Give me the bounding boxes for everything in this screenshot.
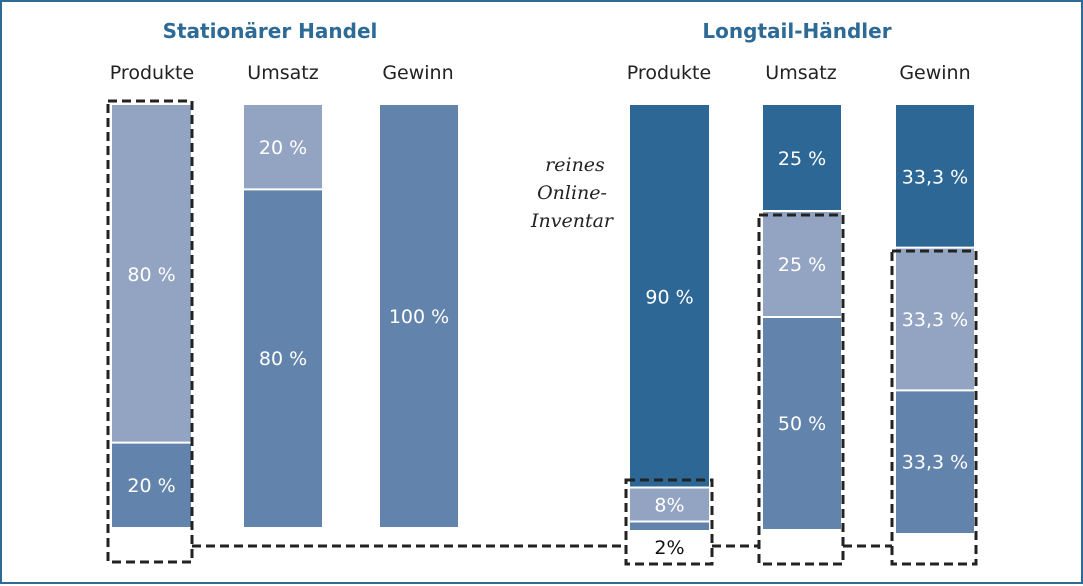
segment-label-longtail-products-2: 8% [654, 495, 684, 517]
bar-segment-longtail-revenue-3 [763, 105, 841, 211]
group-title-longtail: Longtail-Händler [702, 19, 891, 43]
segment-label-longtail-products-3: 90 % [645, 286, 693, 308]
segment-label-stationary-revenue-1: 80 % [259, 348, 307, 370]
bar-segment-stationary-products-2 [112, 105, 191, 443]
bar-segment-stationary-revenue-2 [244, 105, 322, 190]
segment-label-longtail-revenue-1: 50 % [778, 413, 826, 435]
segment-label-stationary-revenue-2: 20 % [259, 137, 307, 159]
bar-segment-stationary-profit-1 [380, 105, 458, 527]
segment-label-longtail-profit-3: 33,3 % [902, 166, 968, 188]
outline-longtail-products [624, 478, 714, 566]
bars-layer [112, 105, 974, 533]
bar-segment-longtail-profit-3 [896, 105, 974, 248]
annotation-line-1: reines [545, 154, 605, 176]
column-label-stationary-revenue: Umsatz [247, 62, 318, 84]
outline-stationary-products [106, 99, 194, 564]
column-label-longtail-profit: Gewinn [899, 62, 970, 84]
segment-label-longtail-products-1: 2% [654, 537, 684, 559]
bar-segment-longtail-products-2 [630, 487, 709, 522]
bar-segment-stationary-products-1 [112, 442, 191, 527]
segment-label-longtail-profit-2: 33,3 % [902, 309, 968, 331]
segment-labels-layer: 20 % 80 % 80 % 20 % 100 % 2% 8% 90 % 50 % 25 % 25 … [127, 137, 968, 559]
bar-segment-longtail-products-1 [630, 521, 709, 530]
column-label-stationary-products: Produkte [110, 62, 194, 84]
segment-label-stationary-products-2: 80 % [127, 264, 175, 286]
bar-segment-longtail-products-3 [630, 105, 709, 488]
bar-segment-longtail-revenue-2 [763, 211, 841, 317]
bar-segment-longtail-revenue-1 [763, 317, 841, 529]
segment-label-stationary-profit-1: 100 % [389, 306, 449, 328]
outline-longtail-revenue [757, 213, 845, 566]
segment-label-longtail-revenue-3: 25 % [778, 148, 826, 170]
segment-label-longtail-profit-1: 33,3 % [902, 452, 968, 474]
segment-label-longtail-revenue-2: 25 % [778, 254, 826, 276]
annotation-line-2: Online- [537, 182, 607, 204]
column-label-stationary-profit: Gewinn [382, 62, 453, 84]
column-label-longtail-products: Produkte [627, 62, 711, 84]
group-title-stationary: Stationärer Handel [163, 19, 378, 43]
outline-longtail-profit [890, 249, 978, 566]
bar-segment-longtail-profit-2 [896, 247, 974, 391]
annotation-line-3: Inventar [530, 210, 615, 232]
segment-label-stationary-products-1: 20 % [127, 475, 175, 497]
dashed-outlines-layer [106, 99, 978, 566]
bar-segment-longtail-profit-1 [896, 390, 974, 533]
column-label-longtail-revenue: Umsatz [765, 62, 836, 84]
bar-segment-stationary-revenue-1 [244, 189, 322, 527]
